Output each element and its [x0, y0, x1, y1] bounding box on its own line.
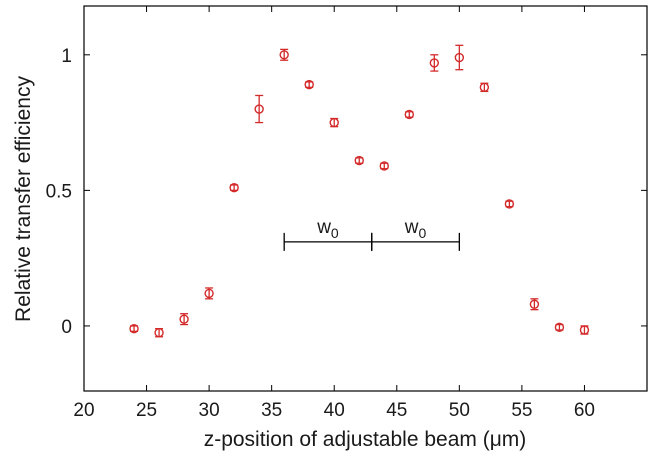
plot-area	[129, 44, 590, 338]
data-point	[129, 323, 139, 334]
data-marker	[304, 79, 314, 90]
x-tick-label: 60	[574, 400, 595, 421]
data-point	[554, 322, 565, 332]
data-point	[454, 44, 465, 71]
data-marker	[254, 104, 264, 114]
data-marker	[554, 322, 565, 332]
data-point	[329, 117, 339, 128]
data-marker	[479, 82, 490, 93]
plot-frame	[83, 5, 648, 392]
data-marker	[379, 161, 389, 171]
y-axis-label: Relative transfer efficiency	[12, 76, 35, 322]
y-tick-label: 1	[61, 46, 72, 67]
data-point	[429, 54, 440, 72]
annotation-label: w0	[404, 217, 427, 241]
data-marker	[279, 50, 289, 60]
x-tick-label: 55	[511, 400, 532, 421]
data-point	[254, 94, 264, 124]
data-marker	[504, 199, 515, 209]
data-point	[404, 109, 414, 120]
data-marker	[404, 109, 414, 120]
annotations: w0 w0	[283, 217, 460, 251]
data-point	[479, 82, 490, 93]
data-marker	[529, 299, 540, 309]
data-point	[379, 161, 389, 171]
x-tick-label: 45	[386, 400, 407, 421]
data-marker	[454, 52, 465, 63]
data-point	[179, 313, 189, 326]
data-marker	[154, 328, 164, 338]
width-annotation: w0	[371, 217, 460, 251]
x-tick-label: 30	[199, 400, 220, 421]
data-point	[529, 298, 540, 311]
data-marker	[129, 323, 139, 334]
x-tick-label: 20	[73, 400, 94, 421]
y-tick-label: 0	[61, 317, 72, 338]
y-tick-label: 0.5	[46, 181, 72, 202]
x-tick-label: 35	[261, 400, 282, 421]
data-point	[579, 325, 590, 335]
data-marker	[204, 288, 214, 299]
x-tick-label: 40	[324, 400, 345, 421]
data-point	[304, 79, 314, 90]
data-point	[279, 48, 289, 61]
data-marker	[329, 117, 339, 128]
data-marker	[354, 155, 364, 166]
x-tick-label: 50	[449, 400, 470, 421]
annotation-label: w0	[316, 217, 339, 241]
x-tick-label: 25	[136, 400, 157, 421]
data-marker	[579, 325, 590, 335]
data-point	[504, 199, 515, 209]
width-annotation: w0	[283, 217, 373, 251]
data-point	[204, 287, 214, 300]
y-ticks: 00.51	[46, 46, 647, 338]
x-axis-label: z-position of adjustable beam (μm)	[204, 428, 527, 451]
data-marker	[429, 58, 440, 68]
data-point	[154, 327, 164, 338]
data-point	[354, 155, 364, 166]
data-point	[229, 182, 239, 193]
data-marker	[179, 314, 189, 324]
data-marker	[229, 182, 239, 193]
x-ticks: 20 25 30 35 40 45 50 55 60	[73, 6, 595, 421]
